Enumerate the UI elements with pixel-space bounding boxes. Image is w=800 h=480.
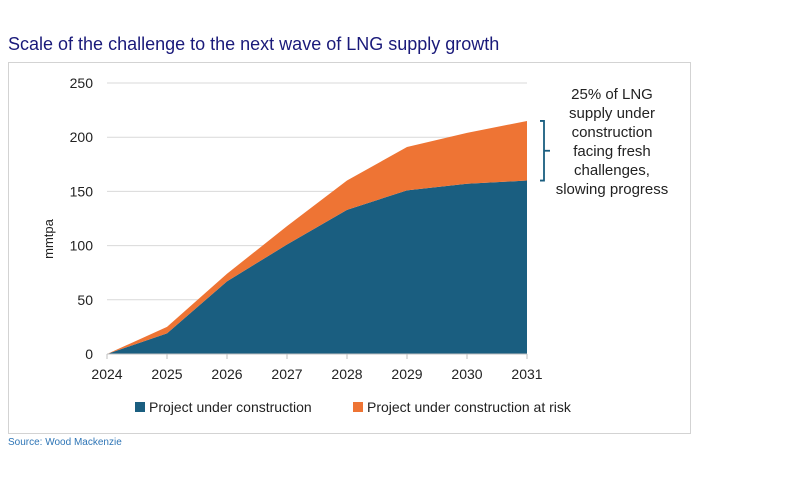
x-tick-labels: 2024 2025 2026 2027 2028 2029 2030 2031 — [91, 366, 542, 382]
y-tick-label: 150 — [70, 183, 94, 199]
x-tick-label: 2029 — [391, 366, 422, 382]
annotation-text-line: 25% of LNG — [571, 86, 653, 103]
y-tick-labels: 0 50 100 150 200 250 — [70, 75, 94, 362]
legend-swatch-2 — [353, 402, 363, 412]
x-tick-label: 2026 — [211, 366, 242, 382]
x-tick-label: 2028 — [331, 366, 362, 382]
stacked-area-chart: 0 50 100 150 200 250 2024 2025 2026 2027 2028 2029… — [41, 75, 668, 415]
legend-label-2: Project under construction at risk — [367, 399, 572, 415]
area-series-2 — [107, 120, 527, 354]
chart-title: Scale of the challenge to the next wave … — [8, 34, 500, 54]
annotation-text-line: facing fresh — [573, 143, 651, 160]
area-series-1 — [107, 180, 527, 354]
legend: Project under construction Project under … — [135, 399, 572, 415]
annotation-bracket — [540, 120, 545, 182]
annotation-text-line: supply under — [569, 105, 655, 122]
y-tick-label: 50 — [77, 292, 93, 308]
y-tick-label: 100 — [70, 238, 94, 254]
legend-swatch-1 — [135, 402, 145, 412]
x-tick-label: 2025 — [151, 366, 182, 382]
y-tick-label: 200 — [70, 129, 94, 145]
annotation: 25% of LNG supply under construction facing… — [540, 86, 668, 198]
axes — [106, 353, 528, 359]
y-tick-label: 250 — [70, 75, 94, 91]
y-axis-label: mmtpa — [41, 218, 56, 259]
x-tick-label: 2030 — [451, 366, 482, 382]
annotation-text-line: construction — [572, 124, 653, 141]
x-tick-label: 2024 — [91, 366, 122, 382]
x-tick-label: 2031 — [511, 366, 542, 382]
x-tick-label: 2027 — [271, 366, 302, 382]
legend-label-1: Project under construction — [149, 399, 312, 415]
annotation-text-line: challenges, — [574, 162, 650, 179]
source-note: Source: Wood Mackenzie — [8, 437, 122, 448]
area-series — [107, 120, 527, 354]
y-tick-label: 0 — [85, 346, 93, 362]
chart-frame: 0 50 100 150 200 250 2024 2025 2026 2027 2028 2029… — [8, 62, 691, 434]
annotation-text-line: slowing progress — [556, 181, 669, 198]
